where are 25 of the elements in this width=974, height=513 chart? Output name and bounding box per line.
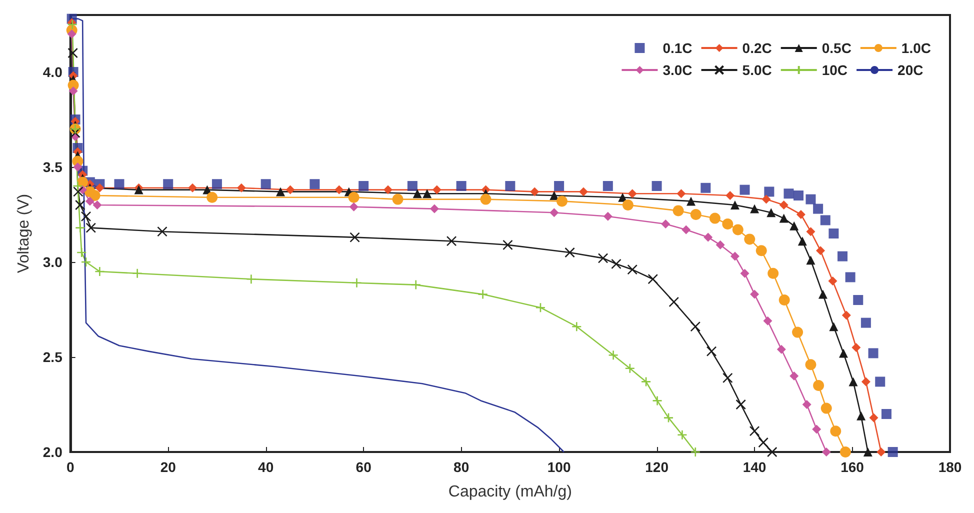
x-tick-label: 80 bbox=[454, 459, 470, 475]
legend-label: 10C bbox=[822, 62, 848, 78]
x-tick-label: 40 bbox=[258, 459, 274, 475]
legend-label: 0.1C bbox=[662, 40, 692, 56]
legend-label: 20C bbox=[898, 62, 924, 78]
y-tick-label: 4.0 bbox=[42, 64, 63, 80]
x-tick-label: 100 bbox=[547, 459, 571, 475]
y-tick-label: 2.5 bbox=[42, 349, 63, 365]
legend-label: 3.0C bbox=[662, 62, 692, 78]
x-tick-label: 180 bbox=[938, 459, 962, 475]
legend-label: 1.0C bbox=[901, 40, 932, 56]
y-tick-label: 2.0 bbox=[42, 444, 63, 460]
x-axis-title: Capacity (mAh/g) bbox=[448, 484, 572, 500]
y-tick-label: 3.0 bbox=[42, 254, 63, 270]
legend-label: 5.0C bbox=[742, 62, 772, 78]
y-axis-title: Voltage (V) bbox=[16, 194, 32, 274]
x-tick-label: 0 bbox=[66, 459, 74, 475]
legend-label: 0.5C bbox=[822, 40, 852, 56]
x-tick-label: 140 bbox=[742, 459, 766, 475]
x-tick-label: 20 bbox=[160, 459, 176, 475]
y-tick-label: 3.5 bbox=[42, 159, 63, 175]
x-tick-label: 120 bbox=[645, 459, 669, 475]
x-tick-label: 60 bbox=[356, 459, 372, 475]
x-tick-label: 160 bbox=[840, 459, 864, 475]
legend-label: 0.2C bbox=[742, 40, 772, 56]
